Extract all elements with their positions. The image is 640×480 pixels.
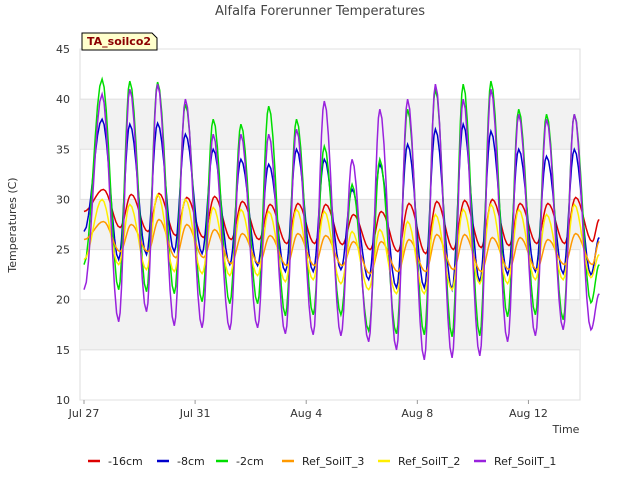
y-tick-label: 10 [56, 394, 70, 407]
chart-title: Alfalfa Forerunner Temperatures [215, 4, 425, 19]
legend-label: Ref_SoilT_3 [302, 455, 364, 468]
legend-label: Ref_SoilT_1 [494, 455, 556, 468]
grid-band [80, 299, 580, 350]
legend-label: Ref_SoilT_2 [398, 455, 460, 468]
x-axis-ticks: Jul 27 Jul 31 Aug 4 Aug 8 Aug 12 [68, 400, 548, 420]
legend-label: -2cm [236, 455, 264, 468]
legend-label: -16cm [108, 455, 143, 468]
x-tick-label: Jul 31 [179, 407, 211, 420]
x-tick-label: Aug 4 [290, 407, 322, 420]
y-tick-label: 35 [56, 143, 70, 156]
y-axis-label: Temperatures (C) [6, 177, 19, 273]
station-badge: TA_soilco2 [81, 32, 158, 51]
x-tick-label: Jul 27 [68, 407, 100, 420]
legend: -16cm -8cm -2cm Ref_SoilT_3 Ref_SoilT_2 Ref_S… [88, 455, 556, 468]
badge-box [81, 32, 158, 51]
y-tick-label: 30 [56, 193, 70, 206]
y-tick-label: 25 [56, 244, 70, 257]
y-tick-label: 15 [56, 344, 70, 357]
y-tick-label: 20 [56, 294, 70, 307]
series-layer [83, 76, 600, 361]
y-tick-label: 40 [56, 93, 70, 106]
badge-label: TA_soilco2 [87, 35, 151, 48]
x-tick-label: Aug 8 [401, 407, 433, 420]
x-tick-label: Aug 12 [509, 407, 548, 420]
x-axis-label: Time [552, 423, 580, 436]
y-tick-label: 45 [56, 43, 70, 56]
series-line-Ref_SoilT_1 [83, 83, 600, 361]
legend-label: -8cm [177, 455, 205, 468]
y-axis-ticks: 10 15 20 25 30 35 40 45 [56, 43, 70, 407]
